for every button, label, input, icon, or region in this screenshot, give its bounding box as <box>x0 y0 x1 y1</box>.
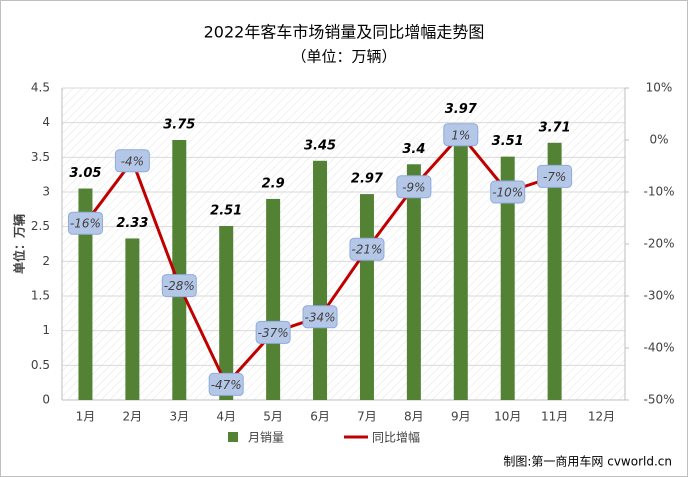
bar-value-label: 3.4 <box>402 142 425 157</box>
line-label-box <box>114 149 150 173</box>
line-label-box <box>490 180 526 204</box>
y2-tick-label: -20% <box>643 237 674 251</box>
bar <box>406 164 421 400</box>
x-tick-label: 4月 <box>216 410 236 424</box>
x-tick-label: 6月 <box>310 410 330 424</box>
x-tick-label: 1月 <box>76 410 96 424</box>
bar <box>500 156 515 400</box>
y2-tick-label: -40% <box>643 341 674 355</box>
line-label-box <box>443 123 479 147</box>
y-tick-label: 1.5 <box>31 289 50 303</box>
y-tick-label: 4.5 <box>31 81 50 95</box>
line-value-label: -47% <box>211 378 242 392</box>
y2-tick-label: -50% <box>643 393 674 407</box>
bar <box>172 140 187 400</box>
legend-label: 同比增幅 <box>372 430 420 445</box>
x-tick-label: 5月 <box>263 410 283 424</box>
legend-swatch <box>228 432 238 442</box>
x-tick-label: 12月 <box>588 410 615 424</box>
line-value-label: 1% <box>451 128 470 142</box>
bar <box>219 225 234 400</box>
chart-subtitle: （单位：万辆） <box>291 48 396 66</box>
plot-area <box>62 88 625 400</box>
bar-value-label: 3.51 <box>492 134 524 149</box>
bar-value-label: 3.45 <box>304 138 336 153</box>
bar <box>266 198 281 400</box>
line-label-box <box>67 211 103 235</box>
x-tick-label: 7月 <box>357 410 377 424</box>
bar-value-label: 3.75 <box>163 118 195 133</box>
line-value-label: -21% <box>351 243 382 257</box>
y-tick-label: 1 <box>42 323 50 337</box>
line-label-box <box>302 305 338 329</box>
line-label-box <box>396 175 432 199</box>
legend-label: 月销量 <box>248 431 284 445</box>
line-value-label: -37% <box>258 326 289 340</box>
line-label-box <box>537 164 573 188</box>
bar-value-label: 3.71 <box>539 120 571 135</box>
bar <box>547 142 562 401</box>
bar <box>313 160 328 400</box>
x-tick-label: 10月 <box>494 410 521 424</box>
bar-value-label: 2.51 <box>210 203 242 218</box>
line-value-label: -9% <box>402 180 425 194</box>
bar-value-label: 2.9 <box>262 176 285 191</box>
y-tick-label: 2 <box>42 254 50 268</box>
line-label-box <box>208 372 244 396</box>
line-value-label: -28% <box>164 279 195 293</box>
y2-tick-label: -30% <box>643 289 674 303</box>
x-tick-label: 8月 <box>404 410 424 424</box>
bar <box>359 194 374 400</box>
y-tick-label: 4 <box>42 115 50 129</box>
x-tick-label: 3月 <box>169 410 189 424</box>
line-value-label: -10% <box>492 186 523 200</box>
line-label-box <box>161 274 197 298</box>
bar-value-label: 3.97 <box>445 102 478 117</box>
bar-value-label: 2.97 <box>351 172 384 187</box>
line-value-label: -4% <box>121 154 144 168</box>
y2-tick-label: -10% <box>643 185 674 199</box>
line-label-box <box>255 320 291 344</box>
line-value-label: -7% <box>543 170 566 184</box>
chart-title: 2022年客车市场销量及同比增幅走势图 <box>204 23 485 42</box>
y2-tick-label: 0% <box>649 133 668 147</box>
bar <box>453 124 468 400</box>
bar-value-label: 2.33 <box>116 216 148 231</box>
y-tick-label: 2.5 <box>31 219 50 233</box>
x-tick-label: 2月 <box>123 410 143 424</box>
line-label-box <box>349 237 385 261</box>
bar-value-label: 3.05 <box>69 166 101 181</box>
x-tick-label: 11月 <box>541 410 568 424</box>
y-tick-label: 0 <box>42 393 50 407</box>
y-tick-label: 3 <box>42 185 50 199</box>
y-axis-label: 单位：万辆 <box>12 214 27 274</box>
x-tick-label: 9月 <box>451 410 471 424</box>
y2-tick-label: 10% <box>646 81 673 95</box>
source: 制图:第一商用车网 cvworld.cn <box>503 454 672 469</box>
bar <box>78 188 93 400</box>
line-value-label: -16% <box>70 217 101 231</box>
bar <box>125 238 140 400</box>
y-tick-label: 3.5 <box>31 150 50 164</box>
y-tick-label: 0.5 <box>31 358 50 372</box>
line-value-label: -34% <box>305 310 336 324</box>
